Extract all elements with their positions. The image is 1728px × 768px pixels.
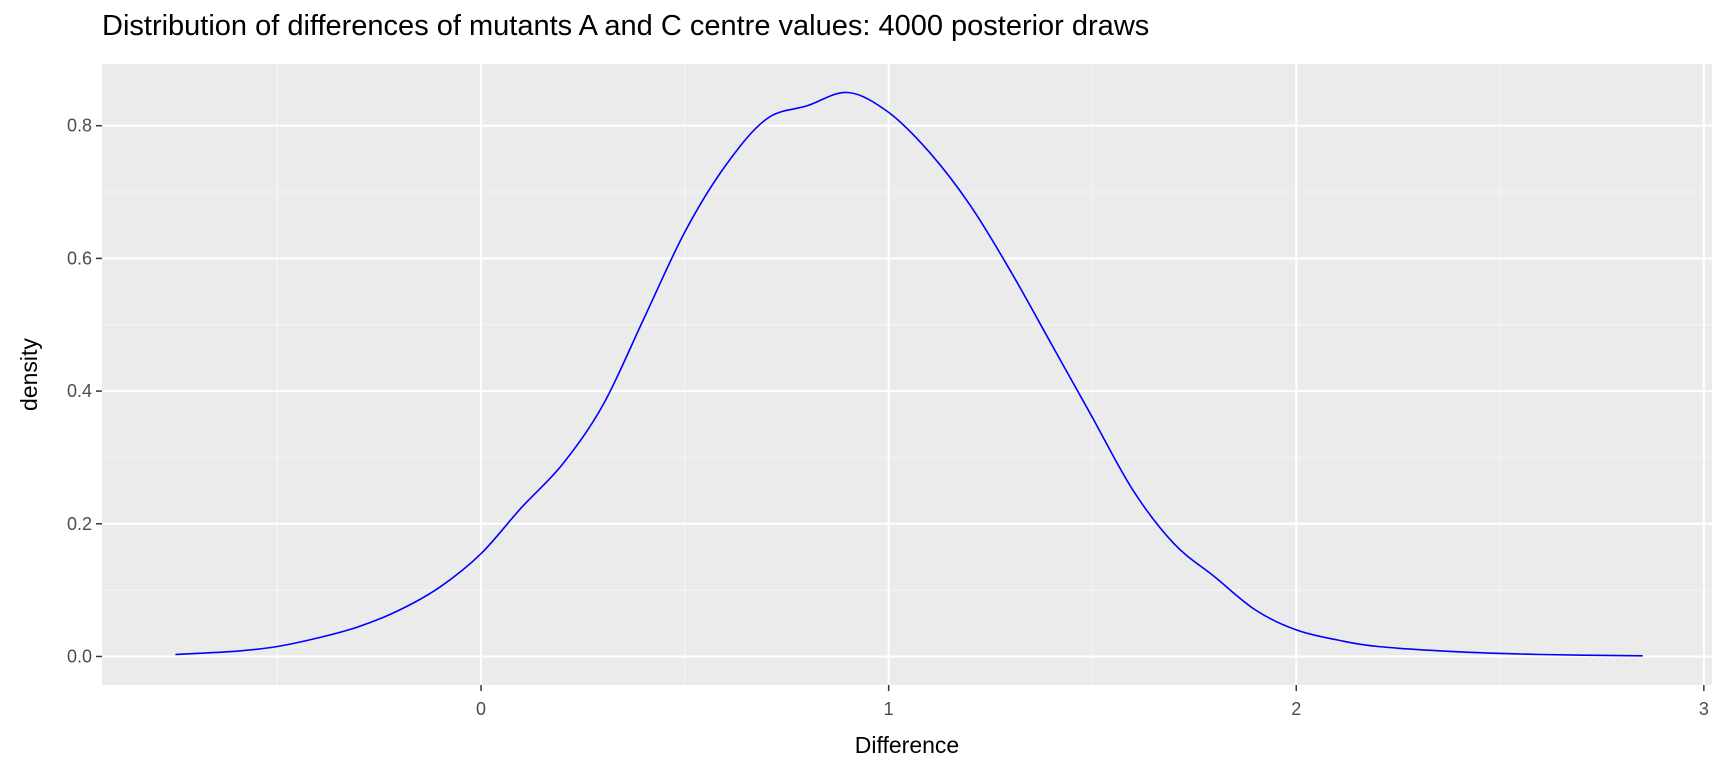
y-axis: 0.0 0.2 0.4 0.6 0.8 xyxy=(67,116,102,666)
major-gridlines xyxy=(102,64,1712,685)
density-line xyxy=(175,91,1643,657)
y-tick-label: 0.0 xyxy=(67,646,92,666)
x-axis-title: Difference xyxy=(855,732,959,758)
x-tick-label: 0 xyxy=(476,699,486,719)
y-tick-label: 0.4 xyxy=(67,381,92,401)
x-axis: 0 1 2 3 xyxy=(476,685,1709,719)
plot-panel-background xyxy=(102,64,1712,685)
y-tick-label: 0.2 xyxy=(67,514,92,534)
y-axis-title: density xyxy=(16,338,42,411)
chart-title: Distribution of differences of mutants A… xyxy=(102,10,1150,42)
x-tick-label: 1 xyxy=(884,699,894,719)
y-tick-label: 0.6 xyxy=(67,248,92,268)
x-tick-label: 2 xyxy=(1291,699,1301,719)
y-tick-label: 0.8 xyxy=(67,116,92,136)
x-tick-label: 3 xyxy=(1699,699,1709,719)
minor-gridlines xyxy=(102,64,1712,685)
